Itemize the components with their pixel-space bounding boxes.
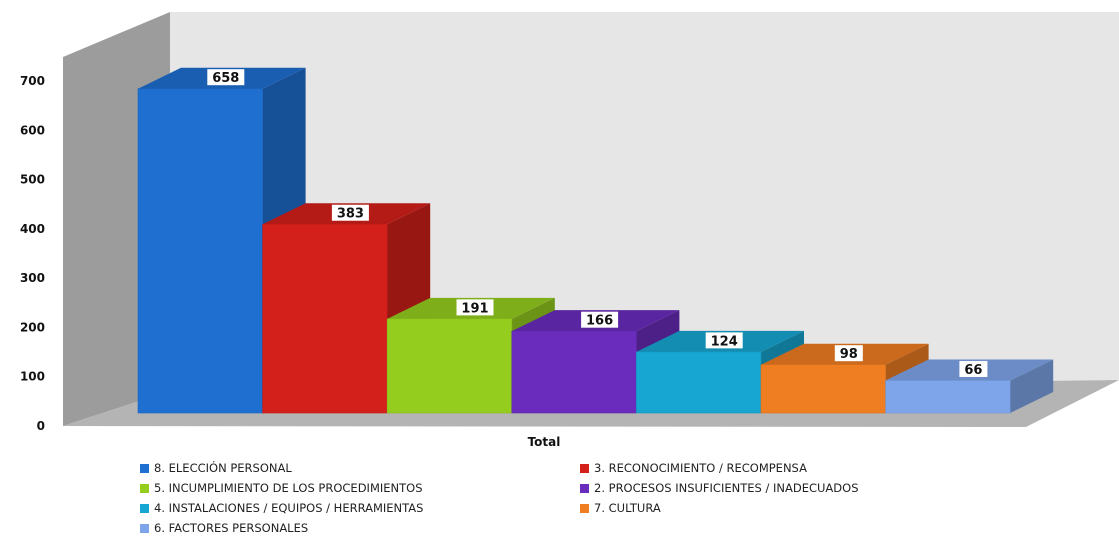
data-label: 191 [461, 301, 488, 316]
legend-label: 7. CULTURA [594, 501, 661, 515]
data-label-bg [331, 204, 369, 221]
y-tick-label: 300 [20, 271, 45, 285]
data-label-bg [705, 332, 743, 349]
legend-row: 4. INSTALACIONES / EQUIPOS / HERRAMIENTA… [140, 498, 1040, 518]
y-tick-label: 500 [20, 173, 45, 187]
data-label: 124 [711, 334, 738, 349]
legend-label: 6. FACTORES PERSONALES [154, 521, 309, 535]
legend-label: 2. PROCESOS INSUFICIENTES / INADECUADOS [594, 481, 859, 495]
y-tick-label: 400 [20, 222, 45, 236]
bar [262, 223, 388, 414]
y-tick-label: 700 [20, 74, 45, 88]
legend-label: 4. INSTALACIONES / EQUIPOS / HERRAMIENTA… [154, 501, 424, 515]
y-tick-label: 0 [37, 419, 45, 433]
legend-item: 8. ELECCIÓN PERSONAL [140, 461, 580, 475]
data-label-bg [834, 345, 863, 362]
legend-label: 5. INCUMPLIMIENTO DE LOS PROCEDIMIENTOS [154, 481, 423, 495]
legend-row: 6. FACTORES PERSONALES [140, 518, 1040, 538]
legend-swatch [140, 523, 149, 533]
legend-item: 4. INSTALACIONES / EQUIPOS / HERRAMIENTA… [140, 501, 580, 515]
legend-swatch [580, 463, 589, 473]
legend-item: 2. PROCESOS INSUFICIENTES / INADECUADOS [580, 481, 859, 495]
legend-label: 3. RECONOCIMIENTO / RECOMPENSA [594, 461, 807, 475]
legend-item: 7. CULTURA [580, 501, 661, 515]
legend-row: 5. INCUMPLIMIENTO DE LOS PROCEDIMIENTOS 2… [140, 478, 1040, 498]
legend-swatch [140, 503, 149, 513]
data-label-bg [581, 311, 619, 328]
bar [636, 351, 762, 414]
legend: 8. ELECCIÓN PERSONAL 3. RECONOCIMIENTO / … [140, 458, 1040, 538]
data-label-bg [207, 69, 245, 86]
legend-swatch [140, 483, 149, 493]
y-tick-label: 600 [20, 123, 45, 137]
bar-side [1010, 359, 1054, 413]
legend-swatch [140, 463, 149, 473]
bar [885, 380, 1011, 414]
legend-item: 3. RECONOCIMIENTO / RECOMPENSA [580, 461, 807, 475]
bar [760, 364, 886, 414]
legend-item: 5. INCUMPLIMIENTO DE LOS PROCEDIMIENTOS [140, 481, 580, 495]
data-label-bg [959, 360, 988, 377]
chart-plot: 0 100 200 300 400 500 600 700 658 383 191 166 124 98 6… [20, 12, 1119, 449]
bar [137, 88, 263, 414]
data-label-bg [456, 299, 494, 316]
legend-item: 6. FACTORES PERSONALES [140, 521, 580, 535]
legend-label: 8. ELECCIÓN PERSONAL [154, 461, 292, 475]
legend-swatch [580, 503, 589, 513]
data-label: 658 [212, 71, 239, 86]
bar [386, 318, 513, 414]
x-category-label: Total [528, 435, 561, 449]
data-label: 98 [840, 347, 858, 362]
bar [511, 330, 637, 414]
y-tick-label: 200 [20, 320, 45, 334]
data-label: 383 [337, 207, 364, 222]
y-tick-label: 100 [20, 370, 45, 384]
data-label: 166 [586, 314, 613, 329]
legend-row: 8. ELECCIÓN PERSONAL 3. RECONOCIMIENTO / … [140, 458, 1040, 478]
legend-swatch [580, 483, 589, 493]
data-label: 66 [964, 363, 982, 378]
